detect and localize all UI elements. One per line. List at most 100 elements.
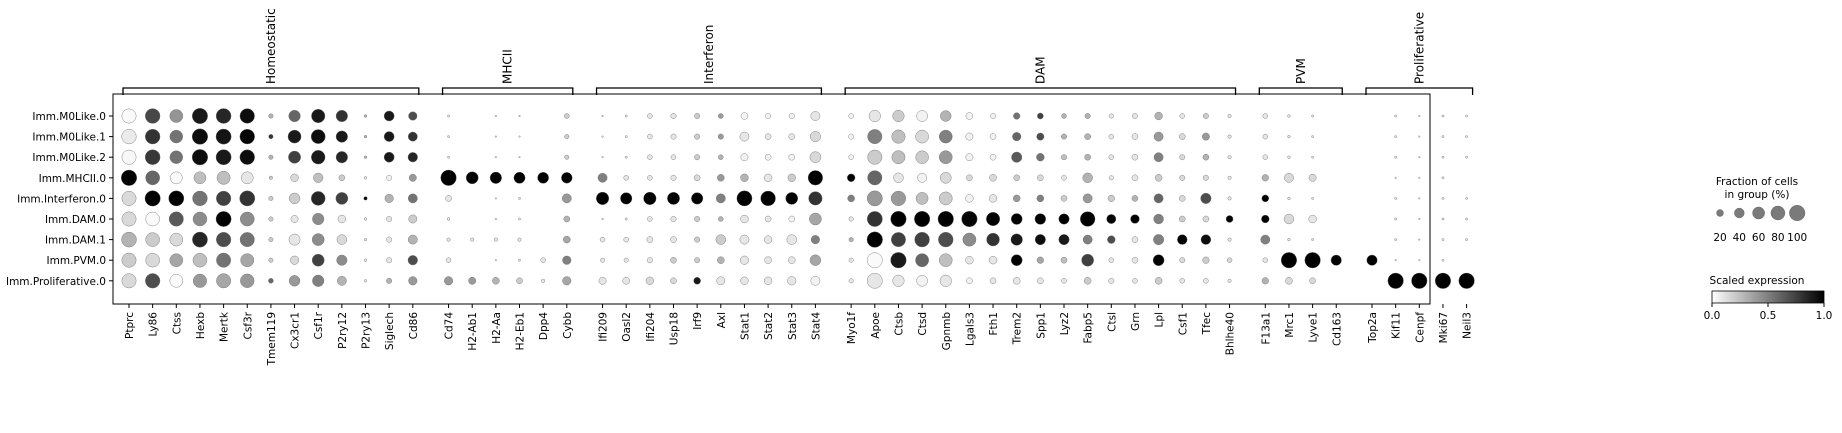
col-label: Grn: [1130, 312, 1142, 331]
dot: [624, 217, 628, 221]
dot: [1394, 155, 1397, 159]
dot: [1058, 234, 1070, 246]
dot: [1330, 254, 1342, 266]
dot: [866, 231, 883, 248]
dot: [717, 256, 725, 264]
dot: [1227, 175, 1232, 180]
dot: [848, 257, 854, 263]
dot: [517, 237, 522, 242]
dot: [537, 172, 549, 184]
dot: [1108, 277, 1115, 284]
dot: [313, 172, 324, 183]
dot: [1154, 174, 1163, 182]
dot: [1394, 135, 1397, 138]
dot: [288, 233, 301, 246]
size-legend-dot: [1734, 207, 1745, 219]
dot: [121, 231, 137, 248]
dot: [562, 255, 572, 265]
dot: [121, 211, 137, 227]
dot: [445, 257, 452, 263]
dot: [540, 257, 546, 263]
dot: [787, 276, 797, 286]
dot: [447, 155, 450, 159]
dot: [290, 255, 300, 265]
dot: [1107, 235, 1116, 244]
dot: [670, 133, 677, 140]
dot: [622, 277, 630, 285]
dot: [1202, 215, 1210, 223]
dot: [1441, 114, 1445, 118]
color-legend-tick: 1.0: [1816, 310, 1833, 322]
dot: [564, 113, 570, 119]
dot: [1261, 277, 1269, 285]
color-legend: Scaled expression 0.0 0.5 1.0: [1704, 275, 1833, 322]
dot: [808, 191, 823, 206]
dot: [647, 175, 653, 181]
dot: [239, 211, 255, 227]
dot: [939, 274, 952, 287]
dot: [383, 131, 395, 142]
dot: [407, 152, 418, 163]
dot: [144, 190, 161, 207]
dot: [335, 151, 348, 164]
group-bracket-mhcii: [441, 87, 574, 95]
dot: [764, 256, 772, 264]
dot: [120, 169, 137, 186]
dot: [446, 217, 451, 221]
col-label: Kif11: [1391, 312, 1403, 339]
dot: [764, 133, 772, 140]
dot: [1418, 176, 1421, 179]
dot: [691, 192, 704, 205]
dot: [1308, 173, 1317, 182]
dot: [1226, 257, 1233, 263]
dot: [915, 150, 929, 164]
dot: [740, 214, 749, 224]
dot: [1131, 236, 1139, 243]
size-legend-tick: 20: [1713, 232, 1726, 244]
dot: [447, 114, 450, 118]
dot: [717, 133, 724, 140]
dot: [986, 232, 1000, 247]
dot: [1285, 277, 1293, 285]
dot: [989, 133, 997, 140]
dot: [407, 193, 418, 204]
dot: [890, 210, 907, 227]
dot: [1036, 132, 1045, 141]
dot: [1061, 113, 1067, 119]
dot: [1394, 114, 1397, 118]
dot: [363, 238, 368, 242]
dot: [848, 278, 854, 284]
dot: [386, 236, 393, 243]
col-label: Cd163: [1331, 312, 1343, 346]
dot: [336, 254, 348, 266]
dot: [562, 276, 572, 286]
col-label: P2ry12: [337, 312, 349, 349]
size-legend-tick: 40: [1733, 232, 1746, 244]
dot: [1261, 174, 1269, 182]
dot: [670, 256, 677, 264]
dot: [494, 259, 497, 262]
dot: [386, 257, 393, 264]
dot: [440, 169, 457, 186]
col-label: Csf3r: [242, 311, 254, 339]
dot: [848, 154, 854, 160]
dot: [1441, 217, 1445, 221]
dot: [810, 275, 821, 286]
dot: [1080, 211, 1096, 227]
dot: [216, 273, 231, 289]
dot: [1262, 257, 1268, 263]
dot: [1394, 259, 1397, 262]
dot: [239, 129, 255, 145]
dot: [1179, 215, 1186, 223]
dot: [145, 211, 160, 227]
col-label: H2-Aa: [491, 312, 503, 344]
dot: [1108, 154, 1114, 160]
dot: [563, 235, 571, 244]
dot: [915, 253, 929, 268]
group-bracket-dam: [844, 87, 1237, 95]
dot: [600, 257, 605, 263]
dot: [601, 156, 604, 159]
dot: [564, 154, 570, 160]
dot: [1261, 214, 1270, 224]
dot: [989, 174, 997, 182]
